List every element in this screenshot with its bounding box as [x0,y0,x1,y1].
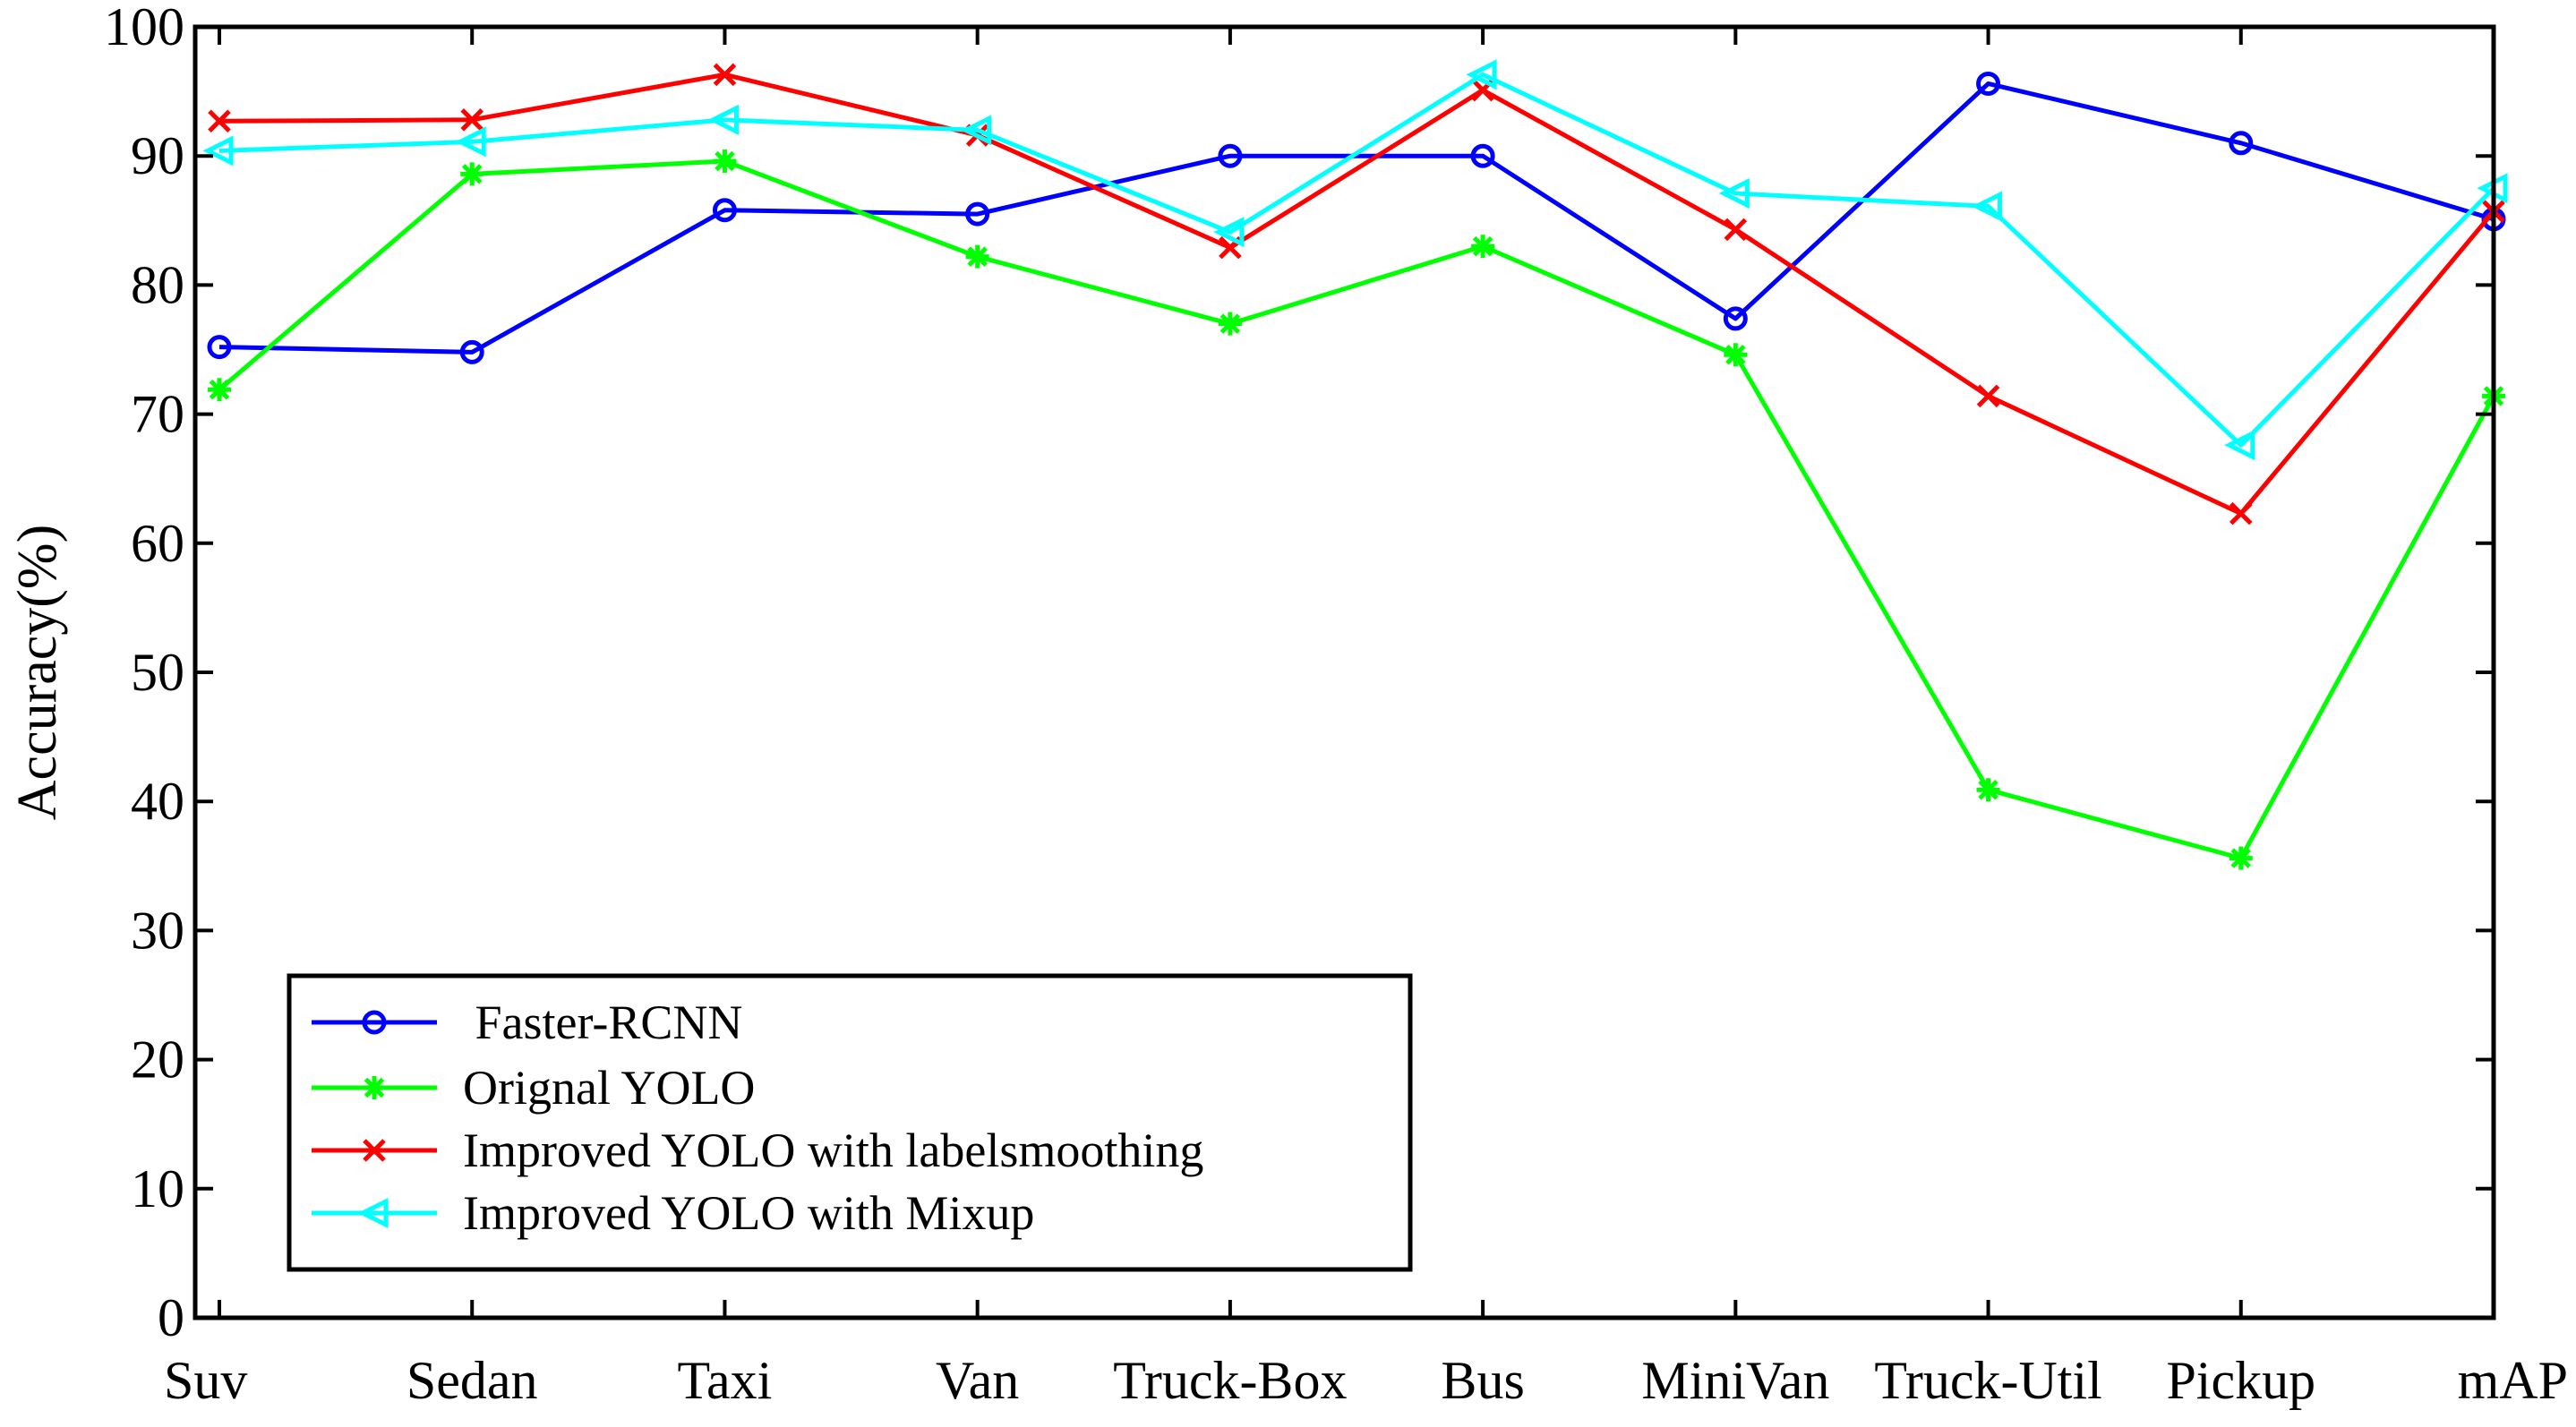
y-tick-label: 80 [131,255,184,314]
data-point-faster-rcnn [965,201,990,226]
legend-label: Faster-RCNN [463,995,742,1049]
y-tick-label: 10 [131,1159,184,1218]
y-tick-label: 90 [131,126,184,185]
x-tick-label: Suv [164,1351,247,1410]
data-point-orignal-yolo [208,378,231,402]
y-tick-label: 70 [131,385,184,444]
data-point-faster-rcnn [1218,143,1243,168]
x-tick-label: Pickup [2166,1351,2315,1410]
data-point-improved-yolo-with-labelsmoothing [1724,218,1748,242]
x-tick-label: MiniVan [1641,1351,1829,1410]
legend-label: Orignal YOLO [463,1061,755,1115]
data-point-improved-yolo-with-mixup [1213,217,1245,248]
data-point-improved-yolo-with-mixup [2224,430,2255,461]
data-point-orignal-yolo [2229,846,2253,870]
data-point-improved-yolo-with-labelsmoothing [713,63,737,87]
data-point-improved-yolo-with-mixup [202,135,234,167]
y-axis-title: Accuracy(%) [7,525,68,820]
y-tick-label: 100 [104,0,184,56]
data-point-improved-yolo-with-mixup [1466,59,1497,90]
x-tick-label: Sedan [407,1351,538,1410]
y-tick-label: 0 [158,1288,184,1347]
legend-marker [357,1197,389,1229]
y-axis: 0 10 20 30 40 50 60 70 80 90 100 [104,0,2494,1347]
data-point-faster-rcnn [2229,131,2254,156]
x-tick-label: Bus [1441,1351,1524,1410]
data-point-improved-yolo-with-labelsmoothing [208,109,231,133]
x-tick-label: Taxi [678,1351,773,1410]
data-point-improved-yolo-with-labelsmoothing [2229,501,2253,526]
y-tick-label: 40 [131,772,184,831]
data-point-faster-rcnn [712,198,737,223]
data-point-improved-yolo-with-mixup [455,126,486,158]
data-point-orignal-yolo [1976,778,2000,802]
data-point-orignal-yolo [713,149,737,173]
series-orignal-yolo [208,149,2505,870]
legend-marker [363,1076,386,1099]
y-tick-label: 50 [131,643,184,702]
x-tick-label: Van [936,1351,1019,1410]
series-line-improved-yolo-with-mixup [218,72,2495,448]
plot-layer [202,59,2508,870]
legend-item-orignal-yolo: Orignal YOLO [312,1061,755,1115]
x-axis: Suv Sedan Taxi Van Truck-Box Bus MiniVan Truck-… [164,27,2568,1410]
data-point-faster-rcnn [207,335,232,360]
legend-item-improved-yolo-with-mixup: Improved YOLO with Mixup [312,1186,1034,1240]
data-point-orignal-yolo [1724,343,1748,367]
y-tick-label: 20 [131,1030,184,1089]
data-point-improved-yolo-with-labelsmoothing [460,108,484,132]
legend: Faster-RCNN Orignal YOLO Improved YOLO wit… [287,973,1413,1272]
legend-marker [363,1139,386,1162]
legend-box [287,973,1413,1272]
series-line-improved-yolo-with-labelsmoothing [218,72,2495,517]
x-tick-label: mAP [2458,1351,2568,1410]
data-point-faster-rcnn [1723,306,1748,331]
data-point-improved-yolo-with-mixup [1718,177,1750,209]
series-line-faster-rcnn [218,81,2495,355]
series-faster-rcnn [207,71,2506,364]
data-point-improved-yolo-with-mixup [707,104,739,135]
y-tick-label: 60 [131,514,184,573]
legend-item-improved-yolo-with-labelsmoothing: Improved YOLO with labelsmoothing [312,1124,1203,1177]
legend-label: Improved YOLO with labelsmoothing [463,1124,1203,1177]
data-point-orignal-yolo [1471,235,1495,259]
y-tick-label: 30 [131,901,184,960]
data-point-faster-rcnn [1470,143,1495,168]
data-point-improved-yolo-with-labelsmoothing [1976,384,2000,408]
x-tick-label: Truck-Box [1113,1351,1347,1410]
data-point-orignal-yolo [1218,312,1242,336]
data-point-orignal-yolo [965,244,989,269]
data-point-improved-yolo-with-mixup [1971,191,2003,222]
series-line-orignal-yolo [218,158,2496,861]
data-point-orignal-yolo [460,162,484,186]
data-point-faster-rcnn [1976,71,2001,96]
data-point-improved-yolo-with-mixup [961,115,992,146]
legend-label: Improved YOLO with Mixup [463,1186,1034,1240]
legend-items: Faster-RCNN Orignal YOLO Improved YOLO wit… [312,995,1203,1240]
legend-item-faster-rcnn: Faster-RCNN [312,995,742,1049]
data-point-faster-rcnn [459,339,484,364]
x-tick-label: Truck-Util [1874,1351,2101,1410]
legend-marker [362,1010,387,1035]
